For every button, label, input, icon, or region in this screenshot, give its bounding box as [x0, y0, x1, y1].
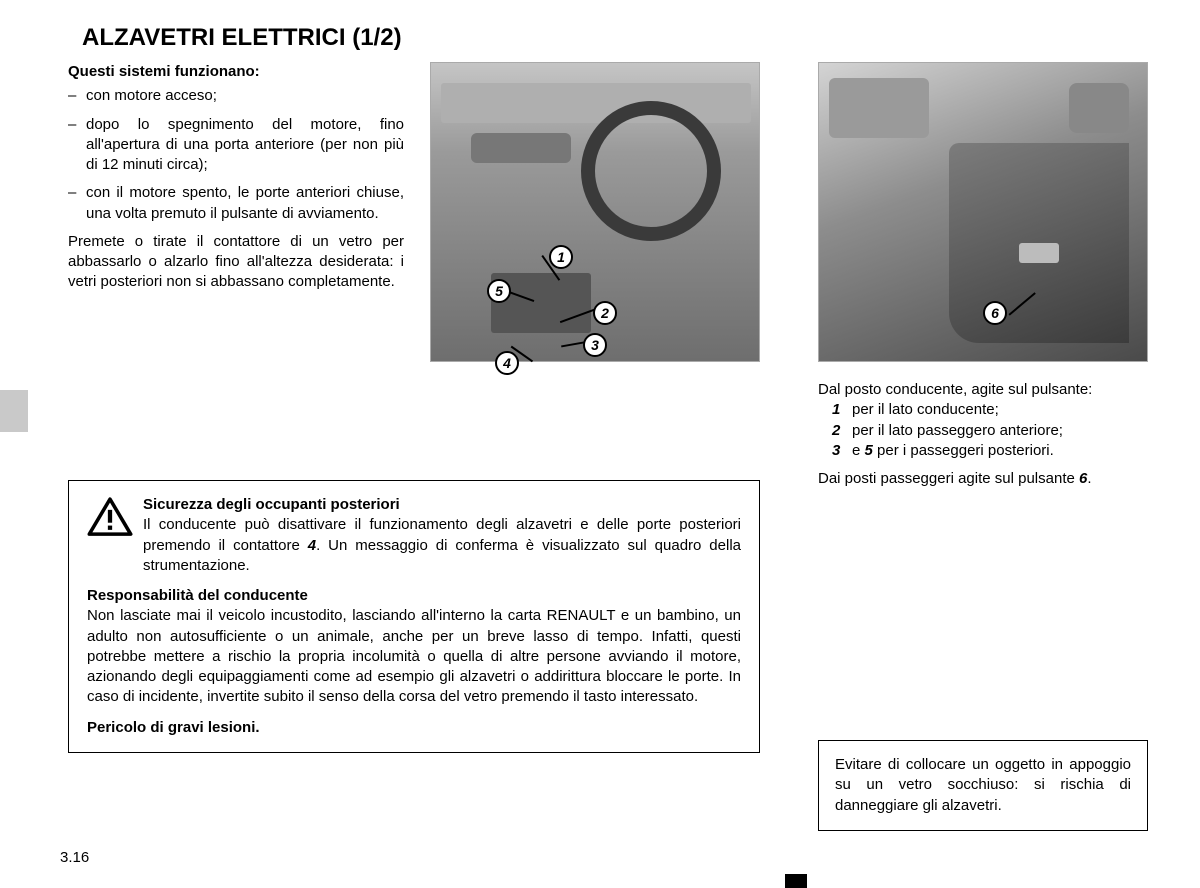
warning-box: Sicurezza degli occupanti posteriori Il …	[68, 480, 760, 753]
crop-mark	[785, 874, 807, 888]
list-text-mid: e	[852, 442, 865, 459]
warning-body-1: Sicurezza degli occupanti posteriori Il …	[143, 495, 741, 576]
page-title: ALZAVETRI ELETTRICI (1/2)	[82, 24, 402, 52]
warning-section-2: Responsabilità del conducente Non lascia…	[87, 586, 741, 708]
right-intro: Dal posto conducente, agite sul pulsante…	[818, 380, 1148, 400]
section-tab	[0, 390, 28, 432]
note-text: Evitare di collocare un oggetto in appog…	[835, 756, 1131, 814]
callout-1: 1	[549, 245, 573, 269]
list-row: 2 per il lato passeggero anteriore;	[818, 421, 1148, 441]
after-text-a: Dai posti passeggeri agite sul pulsante	[818, 470, 1079, 487]
list-num: 1	[818, 400, 852, 420]
callout-5: 5	[487, 279, 511, 303]
bullet-list: con motore acceso; dopo lo spegnimento d…	[68, 86, 404, 224]
warning-icon	[87, 495, 143, 576]
steering-wheel-icon	[581, 101, 721, 241]
figure-passenger-door: 39203 6	[818, 62, 1148, 362]
title-main: ALZAVETRI ELETTRICI	[82, 24, 346, 51]
right-after: Dai posti passeggeri agite sul pulsante …	[818, 469, 1148, 489]
list-num: 3	[818, 441, 852, 461]
callout-3: 3	[583, 333, 607, 357]
page-number: 3.16	[60, 849, 89, 866]
after-text-b: .	[1087, 470, 1091, 487]
callout-6: 6	[983, 301, 1007, 325]
warning-final: Pericolo di gravi lesioni.	[87, 718, 741, 738]
list-text: per il lato conducente;	[852, 400, 1148, 420]
title-sub: (1/2)	[352, 24, 401, 51]
warning-p1-num: 4	[308, 537, 316, 554]
note-box: Evitare di collocare un oggetto in appog…	[818, 740, 1148, 831]
list-num-inline: 5	[865, 442, 873, 459]
left-paragraph: Premete o tirate il contattore di un vet…	[68, 232, 404, 293]
warning-heading-2: Responsabilità del conducente	[87, 586, 741, 606]
list-row: 3 e 5 per i passeggeri posteriori.	[818, 441, 1148, 461]
warning-p2: Non lasciate mai il veicolo incustodito,…	[87, 606, 741, 707]
car-interior-illustration: 6	[819, 63, 1147, 361]
list-num: 2	[818, 421, 852, 441]
car-interior-illustration: 1 5 2 3 4	[431, 63, 759, 361]
bullet-item: dopo lo spegnimento del motore, fino all…	[68, 115, 404, 176]
list-text-post: per i passeggeri posteriori.	[873, 442, 1054, 459]
list-row: 1 per il lato conducente;	[818, 400, 1148, 420]
list-text: e 5 per i passeggeri posteriori.	[852, 441, 1148, 461]
intro-heading: Questi sistemi funzionano:	[68, 62, 404, 82]
figure-driver-door: 39202 1 5 2 3 4	[430, 62, 760, 362]
left-column: Questi sistemi funzionano: con motore ac…	[68, 62, 404, 293]
right-column: Dal posto conducente, agite sul pulsante…	[818, 380, 1148, 489]
list-text: per il lato passeggero anteriore;	[852, 421, 1148, 441]
warning-heading-1: Sicurezza degli occupanti posteriori	[143, 495, 741, 515]
bullet-item: con il motore spento, le porte anteriori…	[68, 183, 404, 224]
bullet-item: con motore acceso;	[68, 86, 404, 106]
callout-2: 2	[593, 301, 617, 325]
callout-4: 4	[495, 351, 519, 375]
